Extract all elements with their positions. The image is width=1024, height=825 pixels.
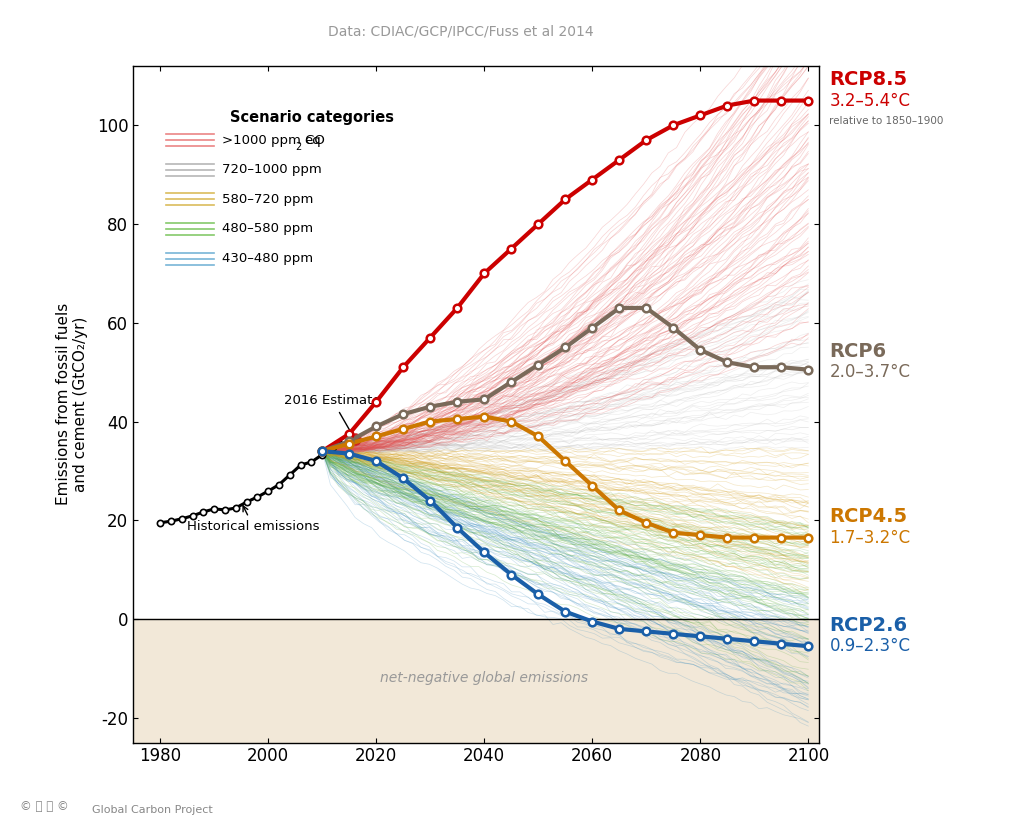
Text: relative to 1850–1900: relative to 1850–1900: [829, 116, 944, 126]
Text: Global Carbon Project: Global Carbon Project: [92, 804, 213, 814]
Text: RCP4.5: RCP4.5: [829, 507, 907, 526]
Text: net-negative global emissions: net-negative global emissions: [380, 672, 589, 686]
Y-axis label: Emissions from fossil fuels
and cement (GtCO₂/yr): Emissions from fossil fuels and cement (…: [56, 303, 88, 506]
Text: © ⓘ Ⓢ ©: © ⓘ Ⓢ ©: [20, 800, 70, 813]
Text: 430–480 ppm: 430–480 ppm: [222, 252, 313, 265]
Text: 1.7–3.2°C: 1.7–3.2°C: [829, 529, 910, 547]
Text: 0.9–2.3°C: 0.9–2.3°C: [829, 637, 910, 655]
Text: 2.0–3.7°C: 2.0–3.7°C: [829, 363, 910, 381]
Text: RCP6: RCP6: [829, 342, 887, 361]
Text: Historical emissions: Historical emissions: [187, 506, 319, 533]
Text: 2016 Estimate: 2016 Estimate: [285, 394, 381, 435]
Text: 580–720 ppm: 580–720 ppm: [222, 193, 313, 205]
Text: 480–580 ppm: 480–580 ppm: [222, 223, 313, 235]
Text: RCP2.6: RCP2.6: [829, 616, 907, 635]
Text: eq: eq: [304, 134, 322, 147]
Text: 720–1000 ppm: 720–1000 ppm: [222, 163, 322, 177]
Text: 3.2–5.4°C: 3.2–5.4°C: [829, 92, 910, 110]
Text: >1000 ppm CO: >1000 ppm CO: [222, 134, 326, 147]
Text: Scenario categories: Scenario categories: [230, 111, 394, 125]
Text: Data: CDIAC/GCP/IPCC/Fuss et al 2014: Data: CDIAC/GCP/IPCC/Fuss et al 2014: [328, 25, 594, 39]
Text: RCP8.5: RCP8.5: [829, 70, 907, 89]
Text: 2: 2: [295, 143, 301, 153]
